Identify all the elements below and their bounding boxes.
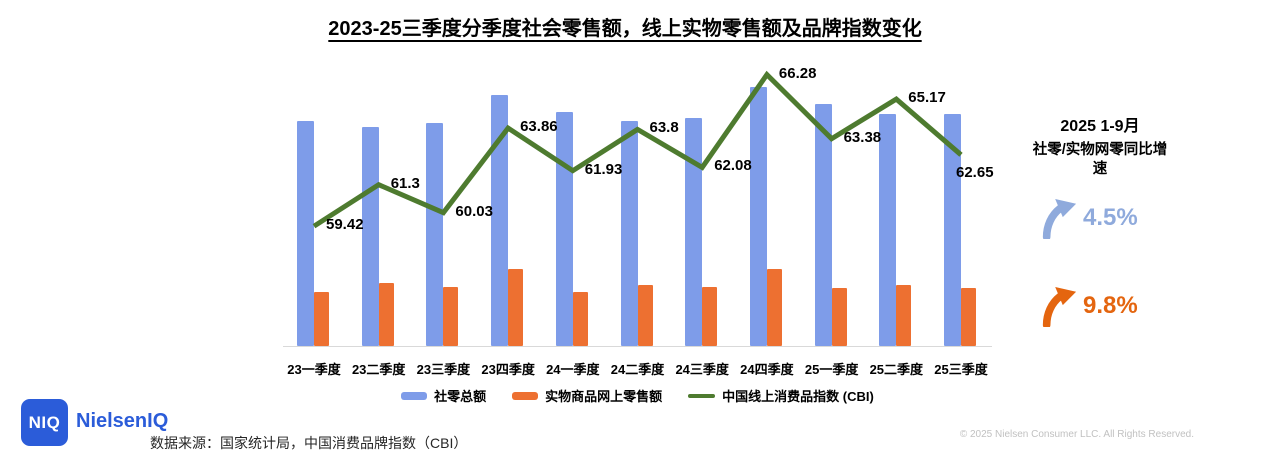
legend-label: 中国线上消费品指数 (CBI) — [722, 389, 874, 404]
bar-online-retail — [702, 286, 718, 346]
legend-bar-swatch — [401, 391, 428, 400]
line-point-label: 61.3 — [390, 174, 420, 192]
line-point-label: 62.08 — [714, 157, 752, 175]
nielseniq-logo-text: NIQ — [28, 412, 61, 432]
bar-online-retail — [572, 292, 588, 346]
stat-value: 4.5% — [1083, 204, 1138, 231]
up-arrow-icon — [1042, 287, 1077, 327]
x-axis-label: 24一季度 — [546, 362, 600, 377]
legend-label: 实物商品网上零售额 — [545, 389, 663, 404]
x-axis-label: 25二季度 — [869, 362, 924, 377]
side-panel-heading: 2025 1-9月 — [1060, 118, 1140, 135]
legend-item: 实物商品网上零售额 — [512, 386, 662, 405]
x-axis-label: 25一季度 — [804, 362, 859, 377]
bar-social-retail — [361, 127, 379, 346]
copyright-notice: © 2025 Nielsen Consumer LLC. All Rights … — [959, 429, 1194, 440]
bar-online-retail — [637, 284, 653, 346]
up-arrow-icon — [1042, 199, 1077, 239]
line-point-label: 61.93 — [584, 160, 623, 178]
x-axis-label: 23四季度 — [481, 362, 535, 377]
legend-item: 中国线上消费品指数 (CBI) — [688, 386, 874, 405]
bar-online-retail — [378, 282, 394, 346]
bar-social-retail — [749, 86, 767, 346]
legend-line-swatch — [688, 393, 716, 398]
x-axis-label: 23三季度 — [416, 362, 471, 377]
bar-online-retail — [443, 286, 459, 346]
line-point-label: 63.86 — [520, 118, 558, 136]
x-axis-label: 24二季度 — [610, 362, 665, 377]
stat-online-retail-growth: 9.8% — [1040, 287, 1138, 327]
bar-online-retail — [508, 269, 524, 346]
bar-online-retail — [961, 288, 976, 346]
page-title: 2023-25三季度分季度社会零售额，线上实物零售额及品牌指数变化 — [0, 12, 1250, 41]
bar-social-retail — [879, 113, 897, 346]
x-axis-label: 25三季度 — [934, 362, 988, 377]
line-point-label: 63.8 — [649, 119, 679, 137]
bar-social-retail — [426, 123, 444, 346]
line-point-label: 66.28 — [778, 64, 817, 82]
bar-online-retail — [766, 269, 782, 346]
side-panel-subheading: 社零/实物网零同比增速 — [1032, 142, 1168, 177]
line-point-label: 63.38 — [843, 128, 882, 146]
data-source-note: 数据来源：国家统计局，中国消费品牌指数（CBI） — [150, 435, 468, 451]
page-title-text: 2023-25三季度分季度社会零售额，线上实物零售额及品牌指数变化 — [328, 18, 922, 40]
bar-social-retail — [944, 113, 961, 346]
x-axis-label: 23二季度 — [351, 362, 406, 377]
x-axis-line — [283, 346, 992, 347]
x-axis-label: 24三季度 — [675, 362, 729, 377]
bar-social-retail — [814, 104, 832, 346]
nielseniq-logo: NIQ — [21, 399, 68, 446]
bar-online-retail — [896, 284, 912, 346]
x-axis-label: 23一季度 — [287, 362, 341, 377]
bar-social-retail — [491, 94, 509, 346]
line-point-label: 65.17 — [908, 89, 946, 107]
bar-social-retail — [620, 121, 638, 346]
legend-bar-swatch — [512, 391, 539, 400]
line-point-label: 59.42 — [326, 216, 364, 234]
line-point-label: 62.65 — [956, 163, 994, 181]
bar-social-retail — [297, 121, 314, 346]
nielseniq-wordmark: NielsenIQ — [76, 410, 169, 432]
bar-online-retail — [314, 292, 329, 346]
x-axis-label: 24四季度 — [740, 362, 794, 377]
chart-legend: 社零总额 实物商品网上零售额 中国线上消费品指数 (CBI) — [285, 386, 990, 405]
bar-social-retail — [685, 117, 703, 346]
legend-item: 社零总额 — [401, 386, 486, 405]
stat-value: 9.8% — [1083, 292, 1138, 319]
line-point-label: 60.03 — [455, 202, 493, 220]
bar-social-retail — [555, 111, 573, 346]
legend-label: 社零总额 — [434, 389, 487, 404]
bar-online-retail — [831, 288, 847, 346]
stat-social-retail-growth: 4.5% — [1040, 199, 1138, 239]
